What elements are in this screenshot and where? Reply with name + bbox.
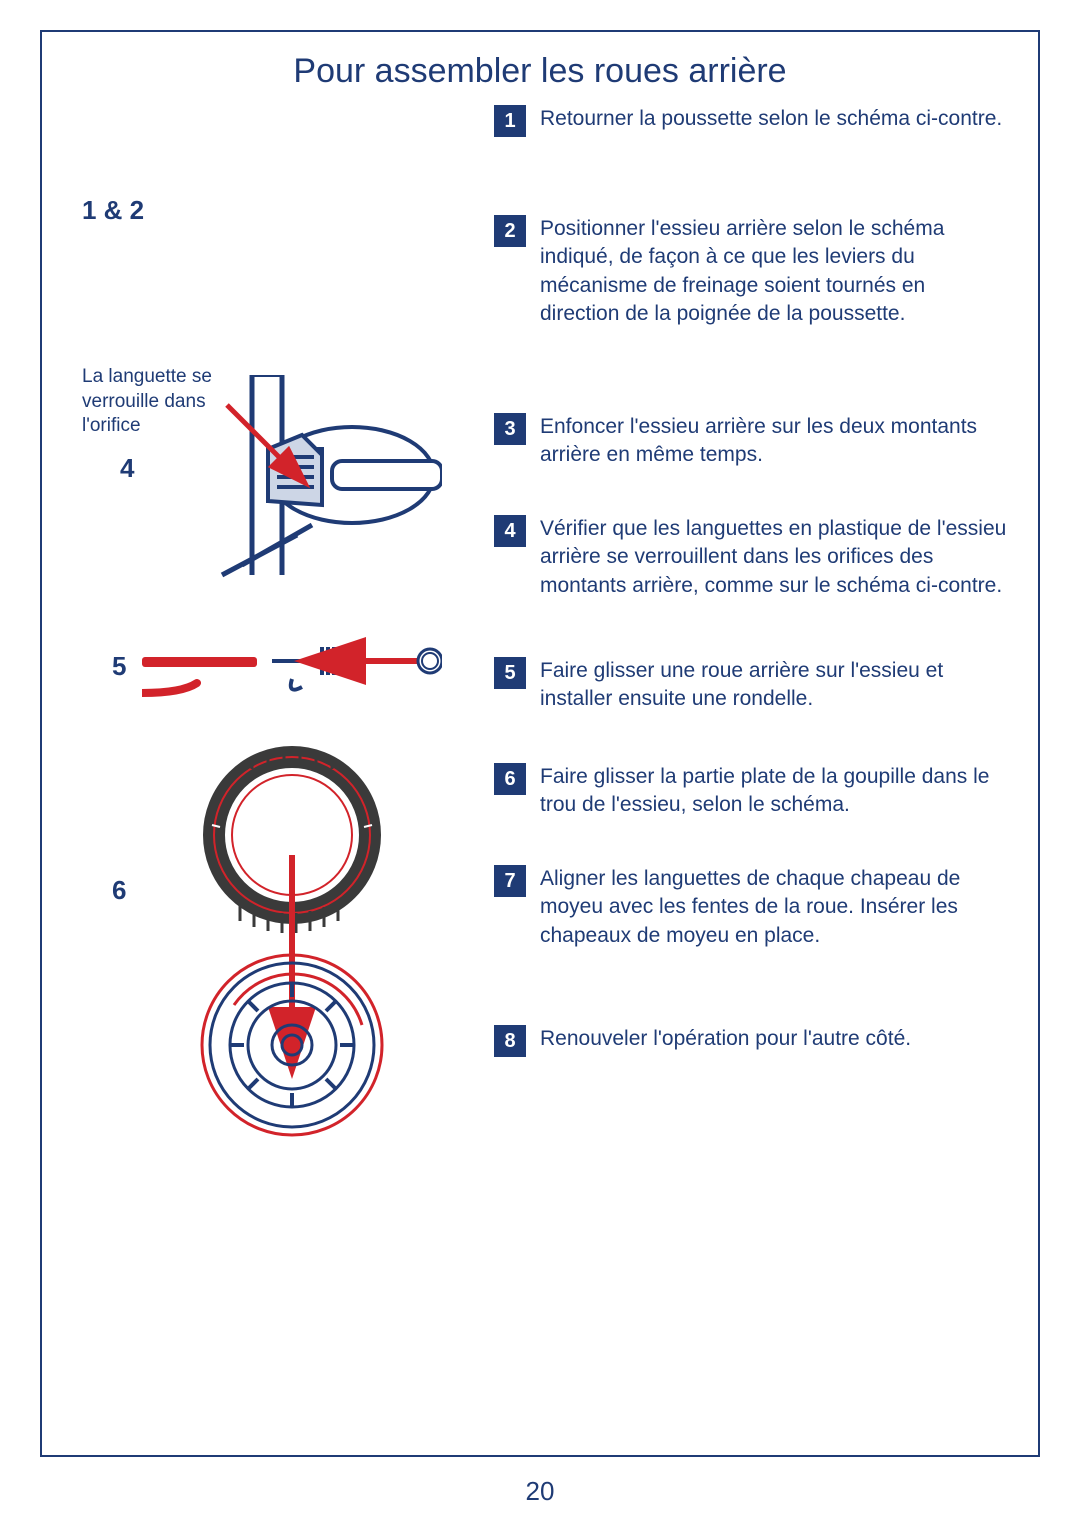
step-text: Faire glisser une roue arrière sur l'ess… — [540, 657, 1008, 714]
step-1: 1 Retourner la poussette selon le schéma … — [494, 105, 1008, 137]
step-number-badge: 5 — [494, 657, 526, 689]
step-number-badge: 7 — [494, 865, 526, 897]
step-6: 6 Faire glisser la partie plate de la gou… — [494, 763, 1008, 820]
figure-label-4: 4 — [120, 453, 134, 484]
step-2: 2 Positionner l'essieu arrière selon le s… — [494, 215, 1008, 328]
step-text: Faire glisser la partie plate de la goup… — [540, 763, 1008, 820]
step-text: Enfoncer l'essieu arrière sur les deux m… — [540, 413, 1008, 470]
page-title: Pour assembler les roues arrière — [42, 32, 1038, 105]
step-text: Positionner l'essieu arrière selon le sc… — [540, 215, 1008, 328]
figure-4-diagram — [182, 375, 442, 595]
steps-column: 1 Retourner la poussette selon le schéma … — [494, 105, 1008, 1205]
figure-6-diagram — [172, 745, 412, 1145]
step-number-badge: 4 — [494, 515, 526, 547]
step-8: 8 Renouveler l'opération pour l'autre côt… — [494, 1025, 1008, 1057]
step-text: Vérifier que les languettes en plastique… — [540, 515, 1008, 600]
step-number-badge: 6 — [494, 763, 526, 795]
figure-5-diagram — [142, 635, 442, 705]
step-4: 4 Vérifier que les languettes en plastiqu… — [494, 515, 1008, 600]
diagrams-column: 1 & 2 La languette se verrouille dans l'… — [72, 105, 472, 1205]
content-area: 1 & 2 La languette se verrouille dans l'… — [42, 105, 1038, 1205]
page-frame: Pour assembler les roues arrière 1 & 2 L… — [40, 30, 1040, 1457]
step-number-badge: 3 — [494, 413, 526, 445]
step-text: Retourner la poussette selon le schéma c… — [540, 105, 1002, 133]
step-7: 7 Aligner les languettes de chaque chapea… — [494, 865, 1008, 950]
figure-label-5: 5 — [112, 651, 126, 682]
step-text: Aligner les languettes de chaque chapeau… — [540, 865, 1008, 950]
step-text: Renouveler l'opération pour l'autre côté… — [540, 1025, 911, 1053]
step-number-badge: 8 — [494, 1025, 526, 1057]
step-number-badge: 2 — [494, 215, 526, 247]
figure-label-6: 6 — [112, 875, 126, 906]
step-5: 5 Faire glisser une roue arrière sur l'es… — [494, 657, 1008, 714]
step-3: 3 Enfoncer l'essieu arrière sur les deux … — [494, 413, 1008, 470]
page-number: 20 — [0, 1476, 1080, 1507]
step-number-badge: 1 — [494, 105, 526, 137]
figure-label-1-2: 1 & 2 — [82, 195, 144, 226]
